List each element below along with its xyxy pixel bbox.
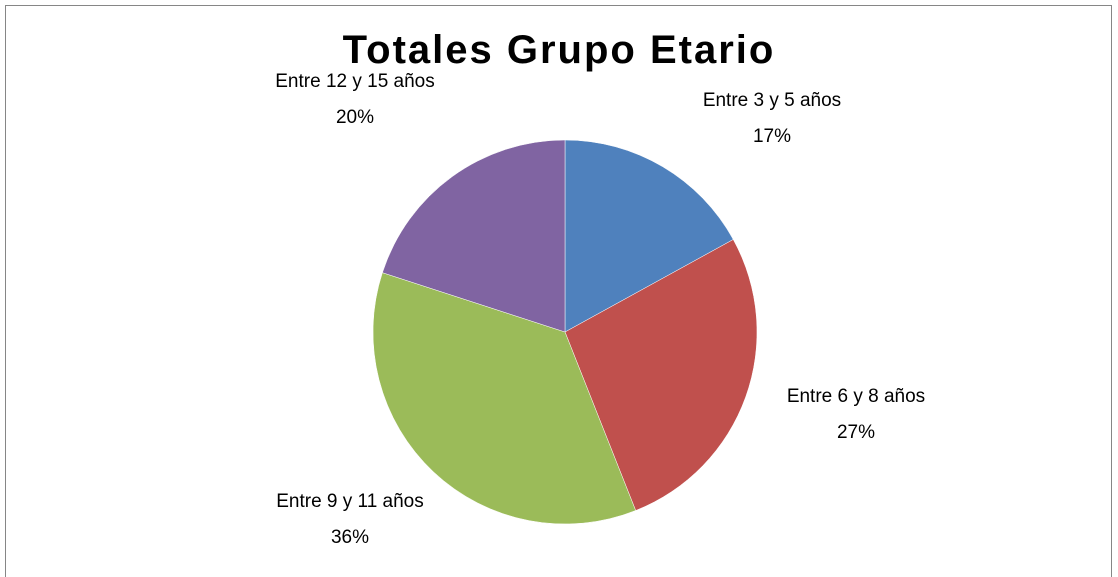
data-label-value: 27%: [836, 422, 876, 443]
pie-slice: [372, 272, 637, 525]
pie-slice: [382, 139, 566, 333]
data-label-category: Entre 3 y 5 años: [702, 90, 842, 111]
data-label: Entre 9 y 11 años 36%: [265, 484, 435, 556]
data-label: Entre 12 y 15 años 20%: [265, 64, 445, 136]
pie-slice: [564, 139, 734, 333]
data-label: Entre 3 y 5 años 17%: [662, 83, 882, 155]
data-label-category: Entre 9 y 11 años: [276, 491, 424, 512]
data-label-category: Entre 12 y 15 años: [275, 71, 435, 92]
data-label-value: 36%: [330, 527, 370, 548]
data-label-category: Entre 6 y 8 años: [786, 386, 926, 407]
data-label: Entre 6 y 8 años 27%: [746, 379, 966, 451]
pie-slice: [564, 239, 758, 511]
data-label-value: 17%: [752, 126, 792, 147]
data-label-value: 20%: [335, 107, 375, 128]
chart-title: Totales Grupo Etario: [342, 28, 776, 72]
chart-border: [5, 5, 1112, 577]
